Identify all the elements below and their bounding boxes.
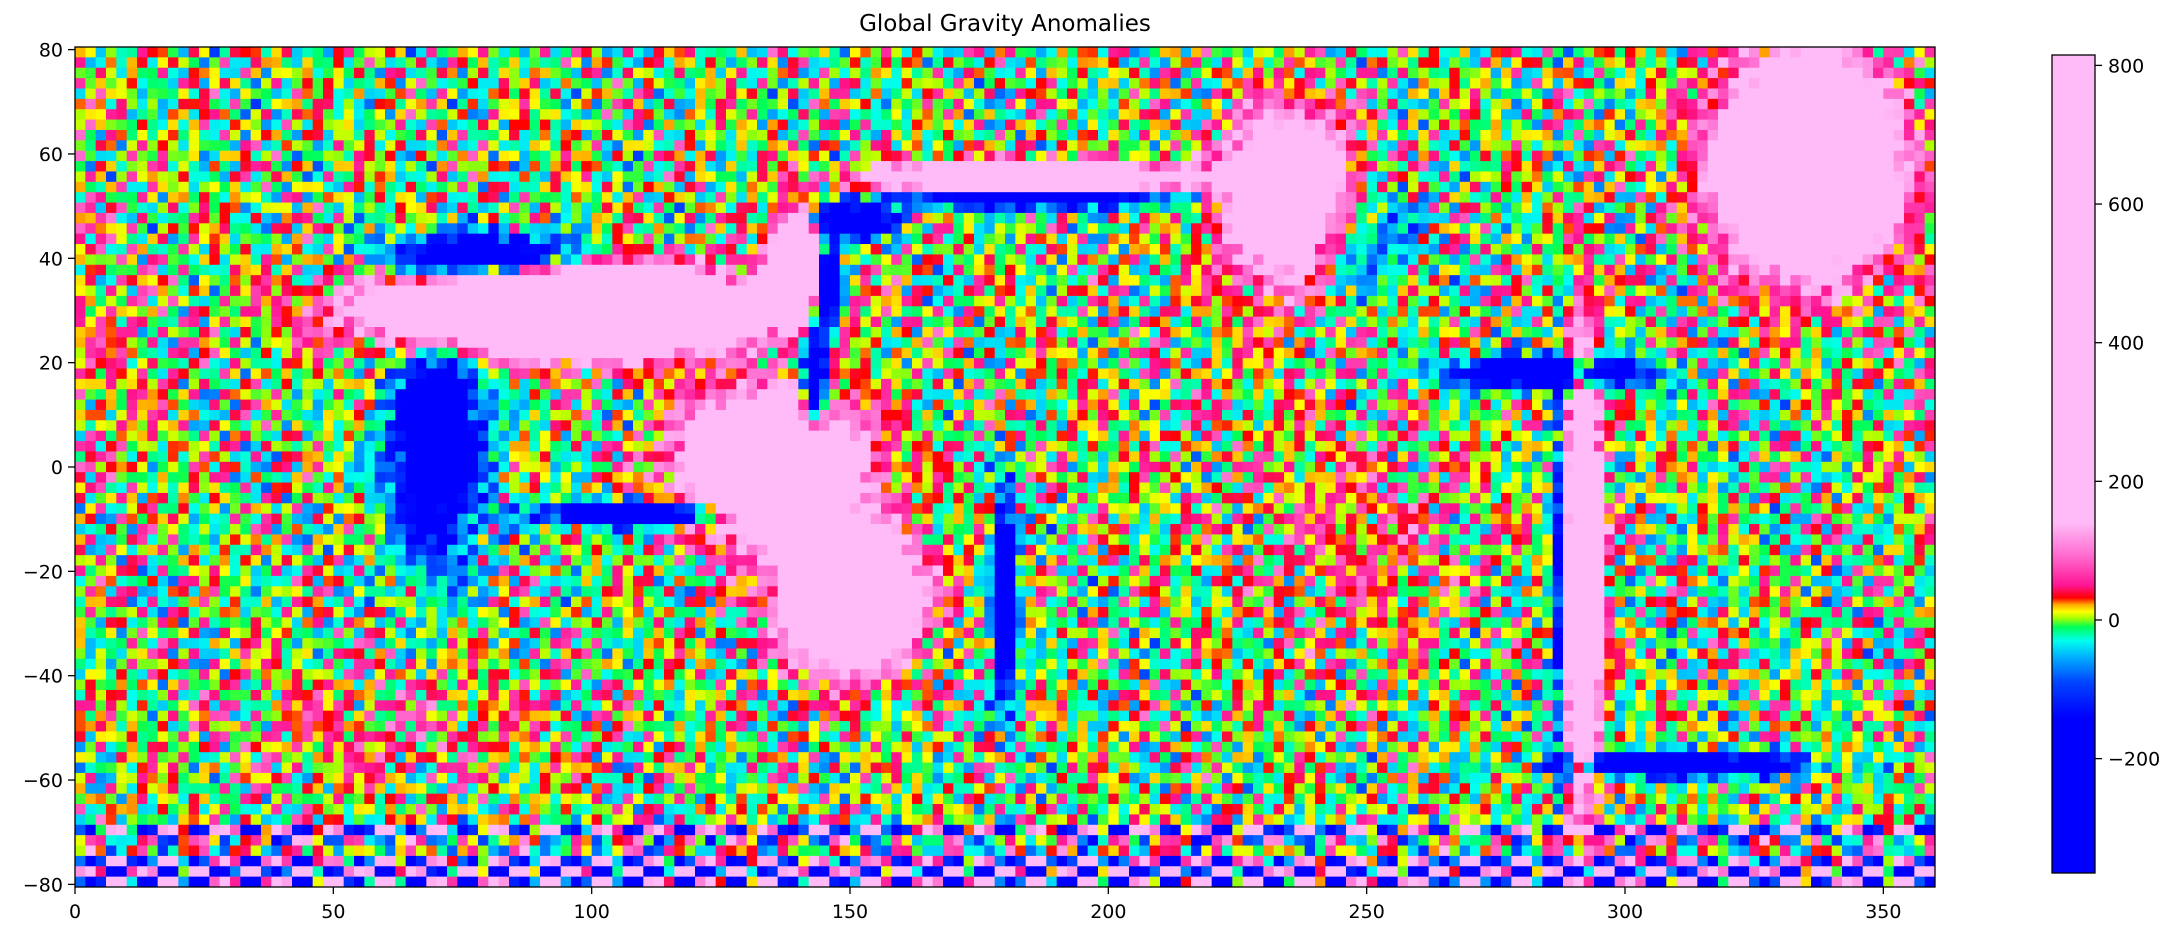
y-tick-label: 0 <box>51 457 63 479</box>
y-tick-label: 80 <box>39 40 63 62</box>
y-tick-label: −40 <box>23 666 63 688</box>
x-tick-label: 250 <box>1349 901 1385 923</box>
heatmap-image <box>75 47 1935 887</box>
y-tick-label: 20 <box>39 353 63 375</box>
x-tick-label: 0 <box>69 901 81 923</box>
colorbar-tick-label: 0 <box>2108 610 2120 632</box>
x-tick-label: 100 <box>574 901 610 923</box>
y-tick-label: 40 <box>39 248 63 270</box>
x-tick-label: 150 <box>832 901 868 923</box>
y-tick-label: 60 <box>39 144 63 166</box>
colorbar-tick-label: 600 <box>2108 194 2144 216</box>
y-tick-label: −60 <box>23 770 63 792</box>
chart-title: Global Gravity Anomalies <box>859 11 1151 37</box>
y-tick-label: −80 <box>23 874 63 896</box>
x-tick-label: 200 <box>1090 901 1126 923</box>
colorbar-scale <box>2051 54 2096 874</box>
colorbar-tick-label: −200 <box>2108 749 2160 771</box>
colorbar: 800 600 400 200 0 −200 <box>2051 54 2160 874</box>
y-tick-label: −20 <box>23 561 63 583</box>
colorbar-tick-label: 400 <box>2108 333 2144 355</box>
x-axis: 0 50 100 150 200 250 300 350 <box>69 887 1901 923</box>
x-tick-label: 50 <box>321 901 345 923</box>
colorbar-tick-label: 800 <box>2108 55 2144 77</box>
colorbar-tick-label: 200 <box>2108 471 2144 493</box>
x-tick-label: 350 <box>1865 901 1901 923</box>
y-axis: 80 60 40 20 0 −20 −40 −60 −80 <box>23 40 75 896</box>
x-tick-label: 300 <box>1607 901 1643 923</box>
